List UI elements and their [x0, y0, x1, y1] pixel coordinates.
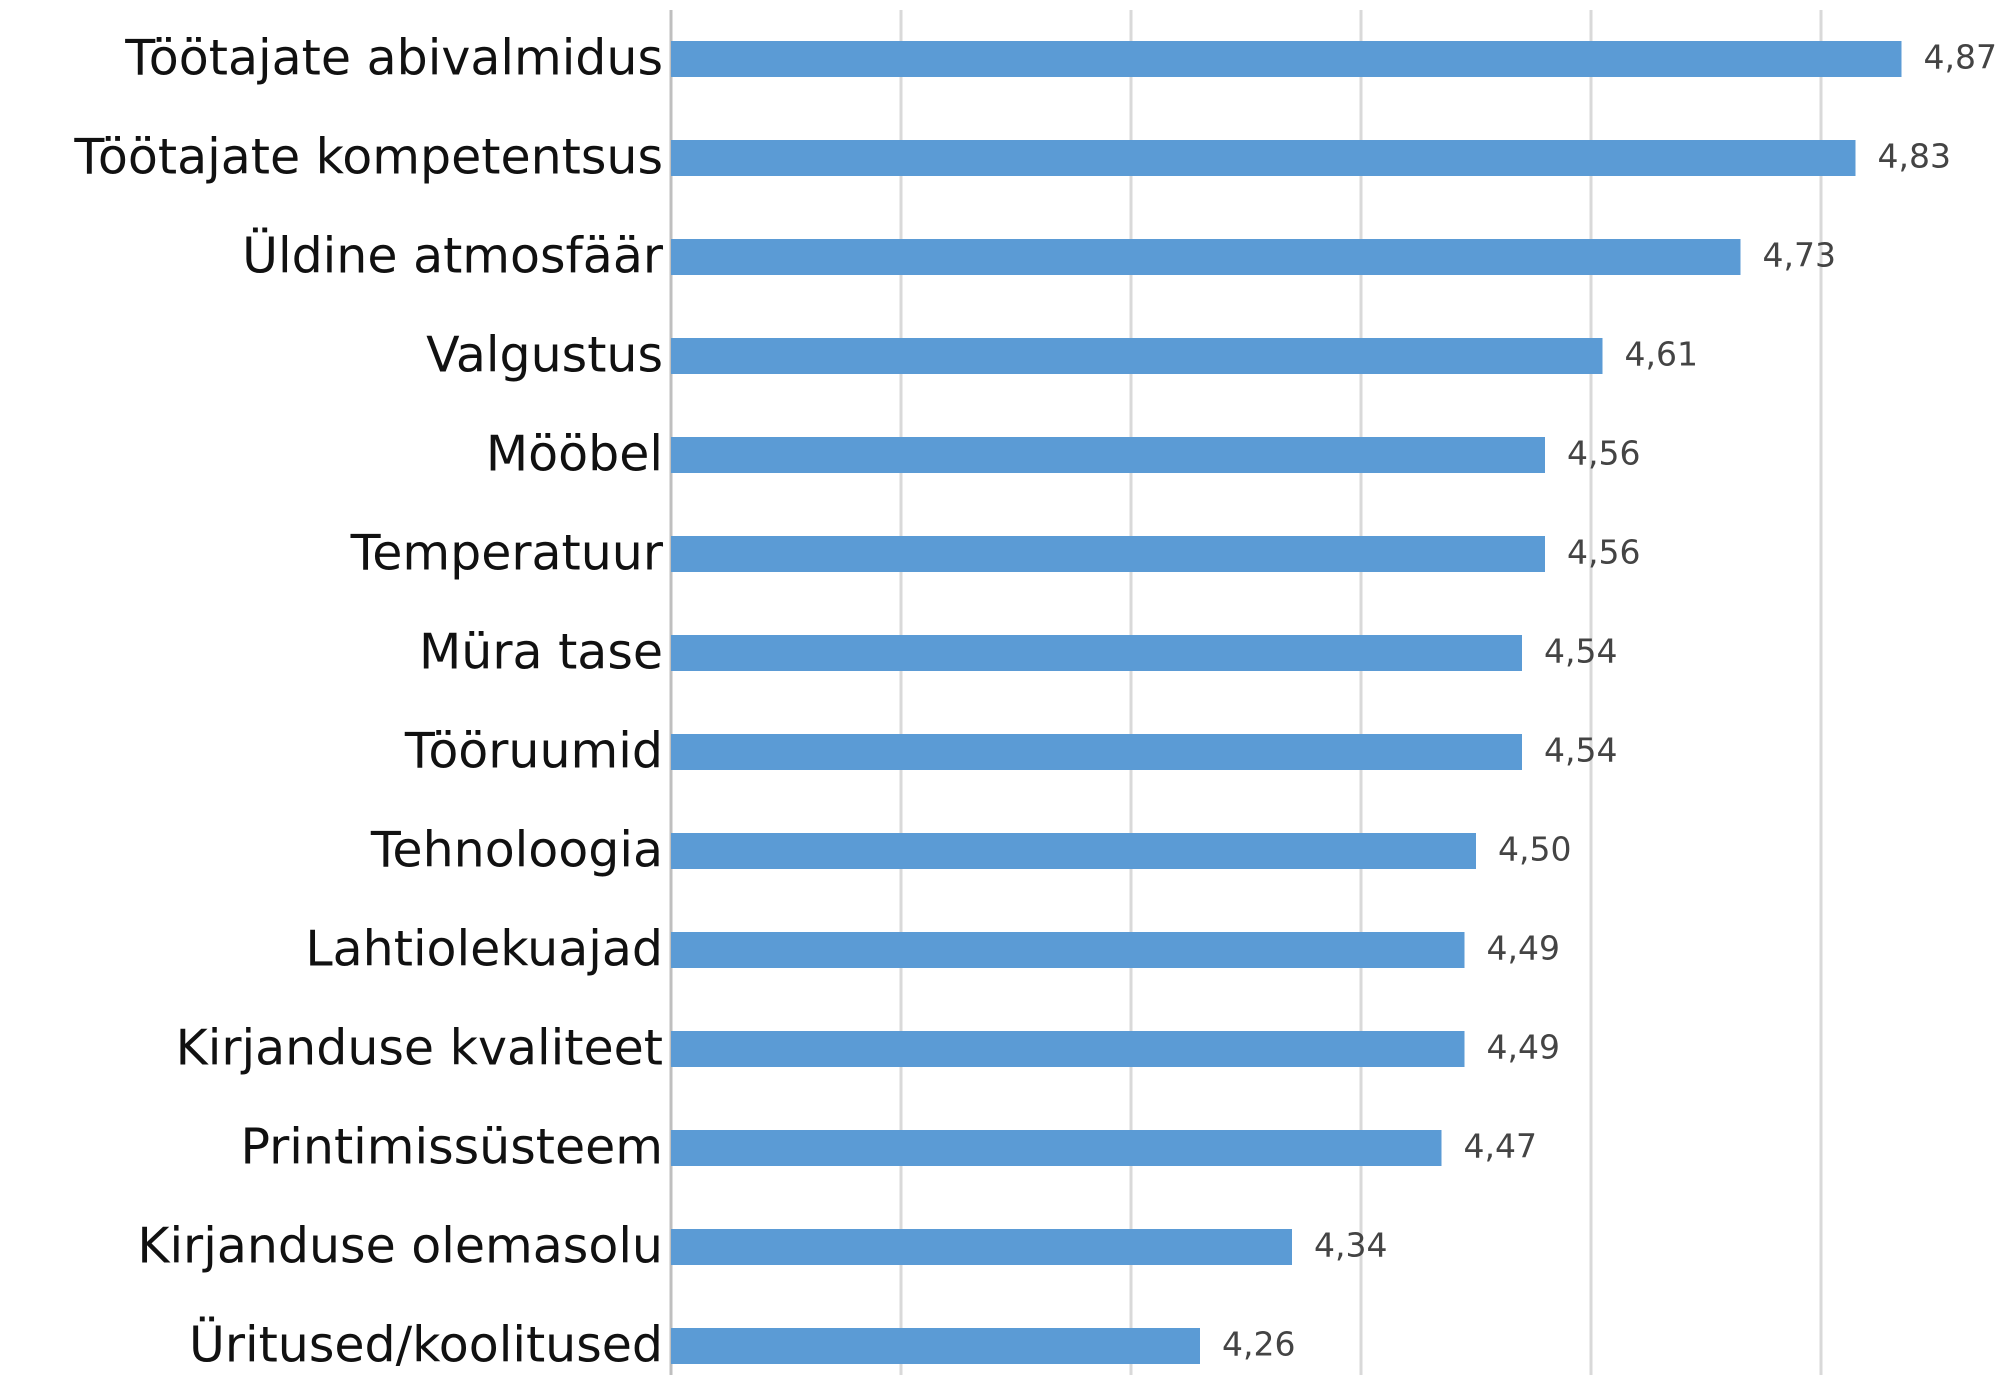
bar: [671, 140, 1856, 176]
bar: [671, 932, 1465, 968]
value-label: 4,34: [1314, 1226, 1387, 1265]
value-label: 4,26: [1222, 1325, 1295, 1364]
bar: [671, 1328, 1200, 1364]
bar: [671, 734, 1522, 770]
y-tick-label: Kirjanduse olemasolu: [137, 1218, 663, 1275]
y-tick-label: Lahtiolekuajad: [305, 921, 663, 978]
bar: [671, 338, 1603, 374]
value-label: 4,87: [1924, 38, 1997, 77]
bar: [671, 437, 1545, 473]
y-tick-label: Temperatuur: [350, 525, 664, 582]
y-tick-label: Müra tase: [419, 624, 663, 681]
value-label: 4,47: [1464, 1127, 1537, 1166]
y-tick-label: Valgustus: [426, 327, 663, 384]
y-tick-label: Üritused/koolitused: [189, 1316, 663, 1374]
y-tick-label: Töötajate abivalmidus: [124, 30, 663, 87]
value-label: 4,54: [1544, 632, 1617, 671]
bar: [671, 239, 1741, 275]
y-tick-label: Kirjanduse kvaliteet: [176, 1020, 663, 1077]
y-tick-label: Üldine atmosfäär: [242, 227, 664, 285]
value-label: 4,54: [1544, 731, 1617, 770]
bar: [671, 1229, 1292, 1265]
value-label: 4,56: [1567, 434, 1640, 473]
y-tick-label: Mööbel: [486, 426, 663, 483]
bar: [671, 1130, 1442, 1166]
y-tick-label: Tööruumid: [404, 723, 663, 780]
bar: [671, 536, 1545, 572]
value-label: 4,49: [1487, 929, 1560, 968]
y-tick-label: Töötajate kompetentsus: [73, 129, 663, 186]
value-label: 4,49: [1487, 1028, 1560, 1067]
value-label: 4,61: [1625, 335, 1698, 374]
bar: [671, 1031, 1465, 1067]
bar: [671, 41, 1902, 77]
y-tick-label: Tehnoloogia: [370, 822, 663, 879]
value-label: 4,83: [1878, 137, 1951, 176]
value-label: 4,50: [1498, 830, 1571, 869]
bar: [671, 635, 1522, 671]
y-tick-label: Printimissüsteem: [240, 1119, 663, 1176]
value-label: 4,56: [1567, 533, 1640, 572]
value-label: 4,73: [1763, 236, 1836, 275]
bar: [671, 833, 1476, 869]
